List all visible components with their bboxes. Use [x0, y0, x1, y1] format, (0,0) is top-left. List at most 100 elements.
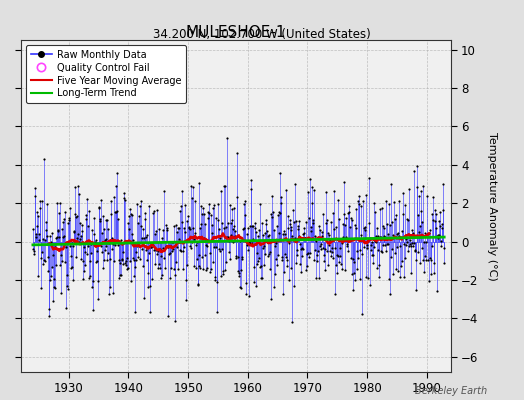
Point [123, 255, 131, 261]
Point [117, 236, 126, 243]
Point [104, 226, 112, 232]
Point [109, 241, 117, 248]
Point [199, 265, 207, 272]
Point [206, 250, 214, 256]
Point [223, 135, 232, 141]
Point [208, 222, 216, 228]
Point [334, 197, 342, 203]
Point [310, 187, 318, 193]
Point [216, 234, 225, 241]
Point [146, 308, 154, 315]
Point [168, 246, 177, 252]
Point [397, 234, 405, 240]
Text: 34.200 N, 102.700 W (United States): 34.200 N, 102.700 W (United States) [153, 28, 371, 41]
Point [356, 203, 365, 210]
Point [48, 230, 57, 236]
Point [99, 265, 107, 271]
Point [246, 240, 254, 246]
Point [220, 183, 228, 190]
Point [174, 225, 183, 232]
Point [75, 191, 83, 197]
Point [323, 217, 331, 223]
Point [143, 257, 151, 264]
Point [233, 150, 241, 156]
Point [148, 275, 157, 282]
Point [224, 219, 233, 226]
Point [402, 236, 411, 242]
Point [169, 239, 177, 245]
Point [126, 206, 134, 212]
Point [415, 192, 423, 199]
Point [149, 242, 157, 249]
Point [263, 228, 271, 234]
Point [358, 311, 366, 318]
Point [407, 270, 416, 276]
Point [222, 259, 230, 266]
Legend: Raw Monthly Data, Quality Control Fail, Five Year Moving Average, Long-Term Tren: Raw Monthly Data, Quality Control Fail, … [26, 45, 187, 103]
Point [53, 200, 61, 206]
Point [171, 222, 180, 228]
Point [334, 258, 343, 265]
Point [340, 210, 348, 217]
Point [154, 265, 162, 272]
Point [123, 265, 132, 272]
Point [103, 217, 111, 223]
Point [423, 233, 432, 239]
Point [255, 254, 263, 261]
Point [387, 180, 396, 187]
Point [34, 273, 42, 279]
Point [45, 312, 53, 319]
Point [288, 233, 297, 239]
Point [244, 247, 252, 254]
Point [344, 209, 352, 216]
Point [413, 211, 422, 218]
Point [182, 262, 191, 268]
Point [408, 227, 416, 234]
Point [120, 195, 128, 202]
Point [74, 183, 82, 189]
Point [386, 222, 395, 228]
Point [369, 260, 377, 267]
Point [434, 235, 442, 241]
Point [326, 248, 334, 254]
Point [281, 231, 289, 238]
Point [402, 239, 411, 245]
Point [119, 249, 127, 255]
Point [184, 224, 193, 231]
Point [173, 244, 181, 251]
Point [285, 277, 293, 283]
Point [331, 245, 339, 252]
Point [259, 262, 268, 268]
Point [412, 257, 421, 263]
Point [287, 265, 296, 272]
Point [337, 235, 345, 242]
Point [334, 253, 343, 260]
Point [367, 246, 375, 253]
Point [305, 176, 314, 182]
Point [57, 289, 65, 296]
Point [108, 235, 116, 241]
Point [390, 233, 399, 240]
Point [375, 234, 384, 240]
Point [50, 276, 59, 282]
Point [232, 253, 241, 259]
Point [151, 247, 160, 253]
Point [183, 213, 192, 219]
Point [81, 249, 89, 255]
Point [276, 194, 285, 200]
Point [31, 192, 40, 199]
Point [167, 265, 175, 271]
Point [407, 243, 415, 249]
Point [226, 202, 235, 208]
Point [315, 243, 324, 249]
Point [101, 247, 109, 253]
Point [403, 216, 411, 222]
Point [150, 208, 158, 214]
Point [374, 262, 383, 268]
Point [341, 267, 350, 274]
Point [258, 275, 266, 282]
Point [342, 215, 350, 222]
Point [256, 264, 264, 270]
Point [147, 244, 156, 250]
Point [164, 313, 172, 319]
